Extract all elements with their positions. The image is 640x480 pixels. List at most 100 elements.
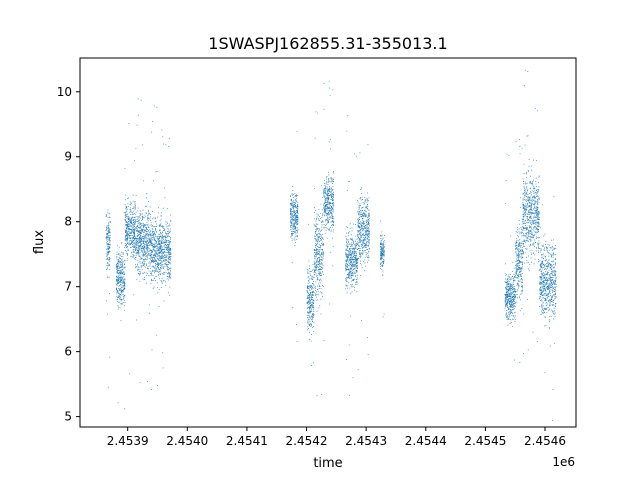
data-point: [163, 187, 165, 189]
data-point: [130, 228, 132, 230]
data-point: [147, 250, 148, 252]
data-point: [350, 244, 352, 246]
data-point: [124, 204, 126, 206]
data-point: [364, 230, 366, 232]
data-point: [143, 245, 145, 246]
data-point: [348, 277, 350, 278]
data-point: [162, 252, 164, 253]
data-point: [117, 290, 119, 291]
data-point: [145, 212, 147, 214]
data-point: [120, 292, 122, 294]
data-point: [141, 217, 143, 219]
data-point: [129, 201, 131, 203]
data-point: [364, 214, 366, 216]
data-point: [291, 215, 293, 217]
data-point: [165, 231, 166, 233]
data-point: [361, 228, 363, 229]
data-point: [131, 213, 133, 215]
data-point: [168, 242, 170, 244]
data-point: [153, 239, 155, 241]
data-point: [130, 244, 132, 246]
data-point: [362, 247, 363, 249]
data-point: [125, 211, 127, 213]
data-point: [309, 338, 311, 340]
data-point: [308, 292, 310, 294]
data-point: [316, 255, 318, 257]
data-point: [293, 225, 295, 227]
data-point: [323, 190, 325, 192]
data-point: [360, 222, 362, 224]
data-point: [148, 253, 150, 255]
data-point: [151, 275, 153, 276]
data-point: [382, 265, 384, 266]
data-point: [118, 306, 119, 308]
data-point: [154, 277, 155, 279]
data-point: [128, 236, 130, 238]
data-point: [121, 277, 123, 279]
data-point: [328, 214, 330, 216]
data-point: [138, 234, 140, 235]
data-point: [354, 235, 356, 237]
data-point: [325, 210, 326, 212]
data-point: [355, 256, 357, 257]
data-point: [332, 211, 334, 213]
data-point: [126, 240, 128, 242]
data-point: [149, 263, 151, 265]
data-point: [307, 321, 309, 323]
data-point: [311, 297, 312, 299]
data-point: [128, 218, 130, 220]
data-point: [320, 238, 321, 239]
data-point: [323, 238, 324, 240]
data-point: [136, 230, 138, 232]
data-point: [306, 315, 308, 316]
data-point: [512, 276, 514, 278]
data-point: [167, 251, 169, 253]
data-point: [295, 196, 297, 198]
data-point: [146, 192, 148, 194]
data-point: [161, 239, 163, 241]
data-point: [348, 251, 349, 253]
data-point: [290, 196, 291, 197]
data-point: [320, 185, 322, 187]
data-point: [328, 141, 330, 143]
data-point: [167, 269, 169, 271]
data-point: [314, 137, 316, 139]
data-point: [510, 322, 512, 323]
data-point: [139, 273, 141, 275]
data-point: [128, 217, 130, 219]
data-point: [124, 263, 125, 265]
data-point: [520, 245, 522, 247]
data-point: [126, 239, 127, 241]
data-point: [348, 265, 350, 266]
data-point: [290, 204, 292, 206]
data-point: [363, 233, 364, 235]
data-point: [146, 249, 147, 251]
data-point: [160, 240, 162, 242]
data-point: [328, 174, 330, 176]
data-point: [108, 226, 110, 228]
data-point: [169, 253, 171, 255]
data-point: [365, 214, 367, 216]
data-point: [128, 231, 129, 233]
data-point: [514, 301, 516, 303]
data-point: [511, 301, 513, 303]
data-point: [319, 260, 321, 262]
data-point: [317, 267, 319, 268]
data-point: [327, 195, 329, 197]
data-point: [292, 306, 294, 308]
data-point: [512, 287, 513, 288]
data-point: [321, 267, 323, 268]
data-point: [149, 244, 151, 245]
data-point: [166, 265, 168, 267]
data-point: [520, 243, 522, 245]
data-point: [163, 273, 165, 275]
data-point: [134, 237, 136, 239]
data-point: [145, 234, 147, 235]
data-point: [154, 239, 155, 240]
data-point: [293, 211, 295, 213]
data-point: [318, 260, 320, 262]
data-point: [132, 213, 134, 215]
data-point: [131, 228, 133, 230]
data-point: [140, 265, 142, 267]
data-point: [137, 227, 139, 228]
